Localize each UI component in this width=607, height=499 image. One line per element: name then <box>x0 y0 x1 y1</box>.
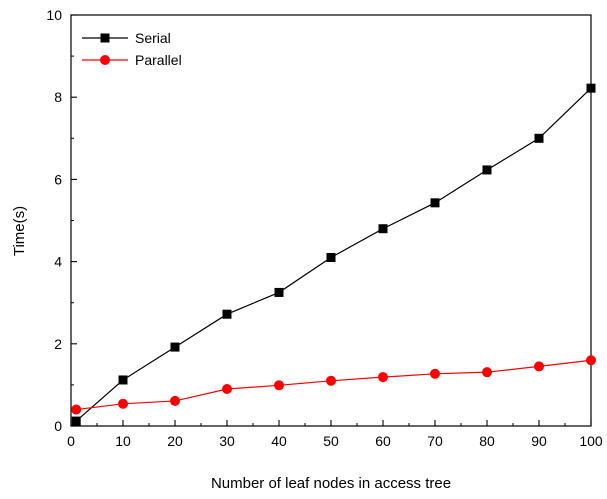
serial-point <box>223 310 232 319</box>
x-axis: 0 10 20 30 40 50 60 70 80 90 100 <box>67 420 603 449</box>
x-tick-label: 50 <box>323 433 339 449</box>
series-layer <box>71 84 596 426</box>
x-tick-label: 10 <box>115 433 131 449</box>
legend-label: Parallel <box>135 52 182 68</box>
serial-point <box>587 84 596 93</box>
serial-point <box>535 134 544 143</box>
y-tick-label: 0 <box>54 418 62 434</box>
parallel-point <box>71 405 81 415</box>
parallel-point <box>274 380 284 390</box>
serial-point <box>275 288 284 297</box>
serial-point <box>327 253 336 262</box>
parallel-point <box>534 361 544 371</box>
legend-item-parallel: Parallel <box>82 52 182 68</box>
y-tick-label: 10 <box>46 7 62 23</box>
parallel-point <box>170 396 180 406</box>
y-tick-label: 6 <box>54 171 62 187</box>
serial-point <box>119 375 128 384</box>
parallel-point <box>482 367 492 377</box>
parallel-point <box>430 369 440 379</box>
serial-point <box>379 224 388 233</box>
parallel-point <box>378 372 388 382</box>
x-tick-label: 60 <box>375 433 391 449</box>
legend-item-serial: Serial <box>82 30 171 46</box>
y-tick-label: 2 <box>54 336 62 352</box>
legend-marker <box>101 34 110 43</box>
parallel-point <box>222 384 232 394</box>
serial-point <box>431 198 440 207</box>
parallel-point <box>326 376 336 386</box>
y-axis: 0 2 4 6 8 10 <box>46 7 77 434</box>
y-tick-label: 4 <box>54 254 62 270</box>
serial-point <box>483 165 492 174</box>
plot-area-border <box>71 15 591 426</box>
x-tick-label: 40 <box>271 433 287 449</box>
serial-point <box>171 343 180 352</box>
x-tick-label: 100 <box>579 433 603 449</box>
x-tick-label: 70 <box>427 433 443 449</box>
plot-frame <box>71 15 591 426</box>
x-axis-title: Number of leaf nodes in access tree <box>211 475 451 492</box>
x-tick-label: 80 <box>479 433 495 449</box>
legend-marker <box>100 55 110 65</box>
serial-point <box>72 417 81 426</box>
x-tick-label: 20 <box>167 433 183 449</box>
x-tick-label: 30 <box>219 433 235 449</box>
legend: Serial Parallel <box>82 30 182 68</box>
parallel-point <box>118 399 128 409</box>
x-tick-label: 90 <box>531 433 547 449</box>
y-axis-title: Time(s) <box>11 206 28 256</box>
parallel-point <box>586 355 596 365</box>
x-tick-label: 0 <box>67 433 75 449</box>
legend-label: Serial <box>135 30 171 46</box>
y-tick-label: 8 <box>54 89 62 105</box>
